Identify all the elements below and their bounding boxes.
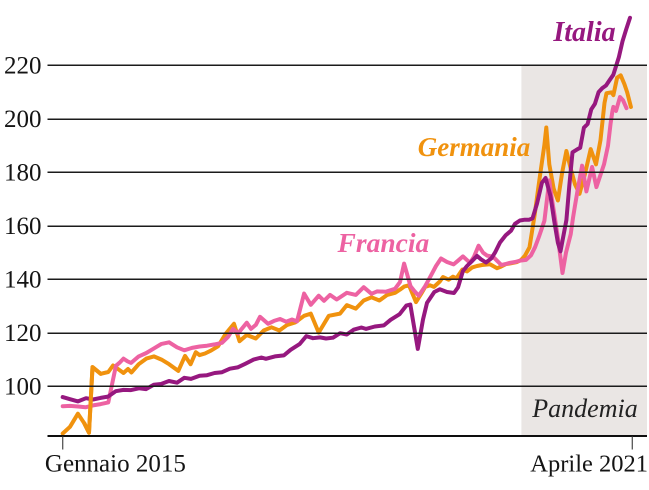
svg-text:100: 100 bbox=[4, 373, 42, 400]
svg-text:220: 220 bbox=[4, 52, 42, 79]
svg-text:Pandemia: Pandemia bbox=[531, 394, 637, 423]
svg-text:Gennaio 2015: Gennaio 2015 bbox=[45, 451, 186, 478]
svg-text:180: 180 bbox=[4, 159, 42, 186]
svg-text:Francia: Francia bbox=[337, 227, 430, 258]
svg-text:120: 120 bbox=[4, 320, 42, 347]
svg-text:160: 160 bbox=[4, 213, 42, 240]
svg-text:200: 200 bbox=[4, 106, 42, 133]
svg-text:Italia: Italia bbox=[552, 17, 615, 48]
svg-text:140: 140 bbox=[4, 266, 42, 293]
svg-text:Aprile 2021: Aprile 2021 bbox=[530, 451, 648, 478]
svg-text:Germania: Germania bbox=[418, 132, 531, 162]
